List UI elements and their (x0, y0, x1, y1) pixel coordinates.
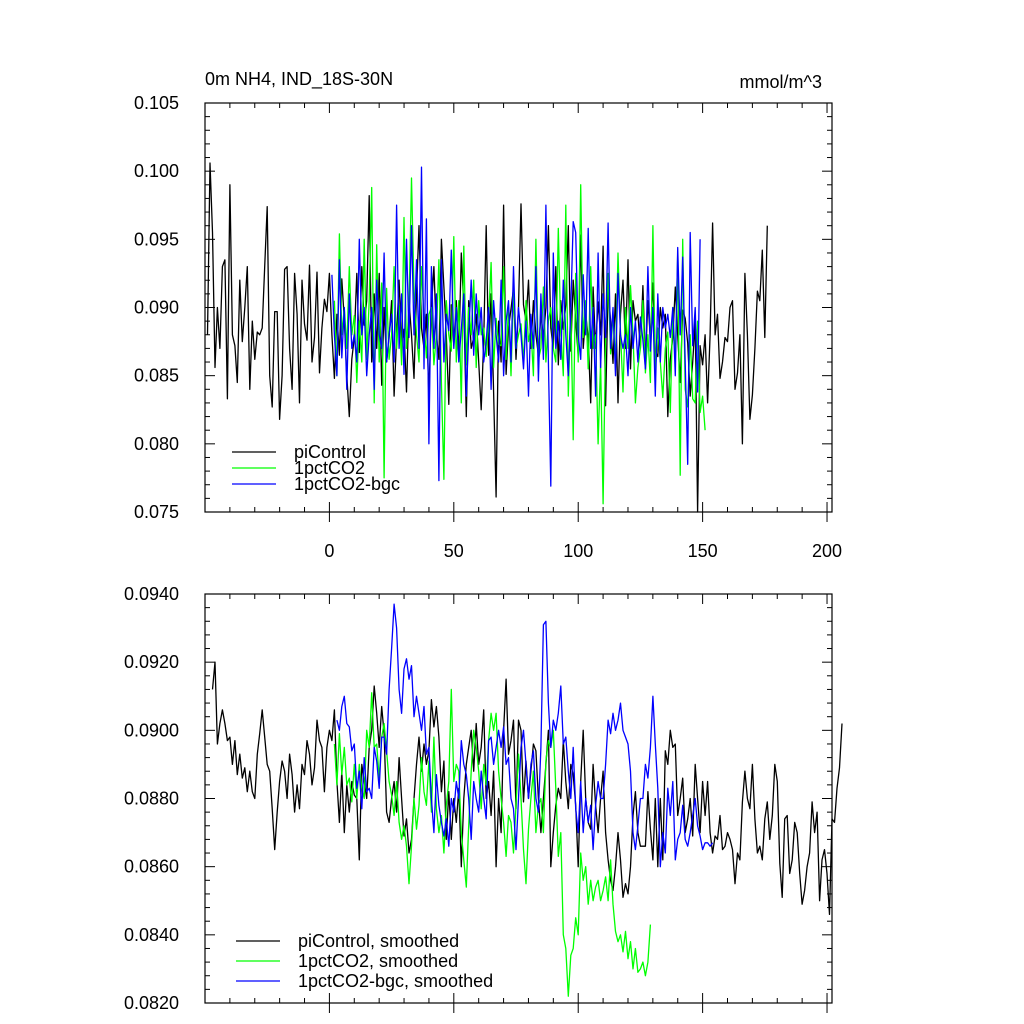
top-ytick-label: 0.085 (134, 366, 179, 386)
top-series-lines (206, 162, 768, 513)
xtick-label: 0 (324, 541, 334, 561)
bottom-legend-label: 1pctCO2, smoothed (298, 951, 458, 971)
top-ytick-label: 0.080 (134, 434, 179, 454)
bottom-series-lines (211, 603, 843, 997)
top-ytick-label: 0.090 (134, 298, 179, 318)
bottom-ytick-label: 0.0820 (124, 993, 179, 1013)
bottom-ytick-label: 0.0920 (124, 652, 179, 672)
bottom-ytick-label: 0.0860 (124, 857, 179, 877)
top-series-line (333, 177, 706, 505)
top-ytick-label: 0.100 (134, 161, 179, 181)
bottom-panel: 0.0820 0.0840 0.0860 0.0880 0.0900 0.0920 0.09… (124, 584, 843, 1013)
bottom-ytick-label: 0.0880 (124, 789, 179, 809)
bottom-legend-label: piControl, smoothed (298, 931, 459, 951)
top-panel: 0m NH4, IND_18S-30N mmol/m^3 0.0750.0800… (134, 69, 842, 561)
top-panel-title: 0m NH4, IND_18S-30N (205, 69, 393, 90)
xtick-label: 50 (444, 541, 464, 561)
top-axes: 0.075 0.080 0.085 0.090 0.095 0.100 0.105 0 50 10… (134, 93, 842, 561)
bottom-legend-label: 1pctCO2-bgc, smoothed (298, 971, 493, 991)
bottom-series-line (336, 603, 714, 868)
top-series-line (206, 162, 768, 513)
bottom-ytick-label: 0.0940 (124, 584, 179, 604)
bottom-ytick-label: 0.0840 (124, 925, 179, 945)
top-legend-label: 1pctCO2-bgc (294, 474, 400, 494)
xtick-label: 100 (563, 541, 593, 561)
top-ytick-label: 0.105 (134, 93, 179, 113)
bottom-series-line (333, 688, 652, 997)
top-legend-label: 1pctCO2 (294, 458, 365, 478)
top-panel-units: mmol/m^3 (740, 72, 822, 92)
bottom-ytick-label: 0.0900 (124, 720, 179, 740)
bottom-axes: 0.0820 0.0840 0.0860 0.0880 0.0900 0.0920 0.09… (124, 584, 833, 1013)
top-series-line (331, 166, 701, 487)
xtick-label: 150 (688, 541, 718, 561)
top-legend-label: piControl (294, 442, 366, 462)
xtick-label: 200 (812, 541, 842, 561)
top-ytick-label: 0.095 (134, 229, 179, 249)
top-ytick-label: 0.075 (134, 502, 179, 522)
